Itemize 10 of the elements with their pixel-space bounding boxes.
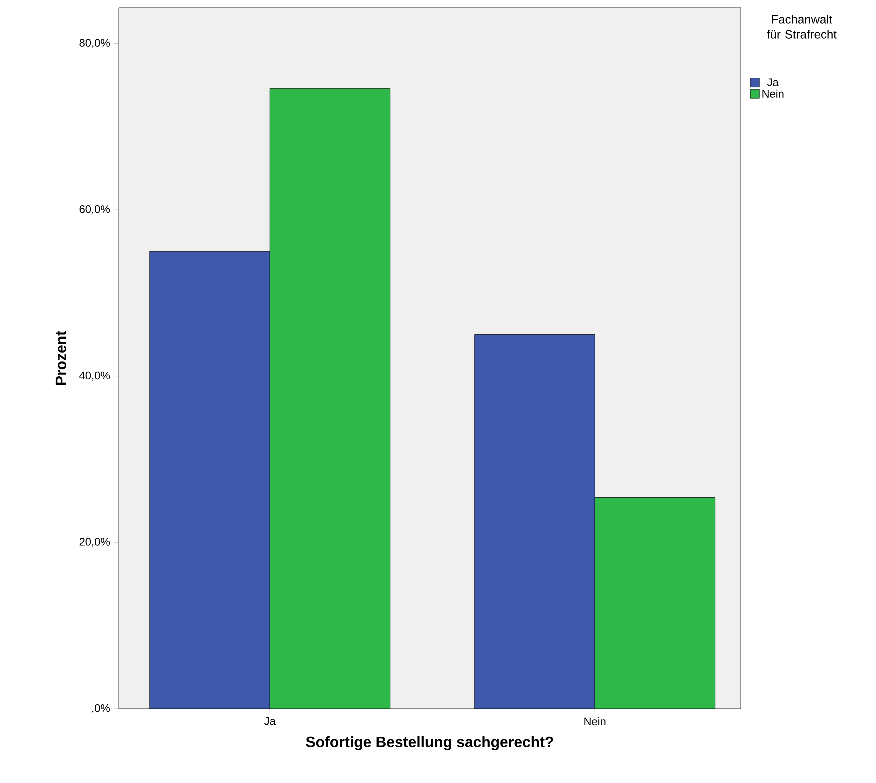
legend-label: Ja	[767, 78, 779, 86]
x-axis-title: Sofortige Bestellung sachgerecht?	[306, 736, 554, 751]
y-tick-label: 60,0%	[80, 206, 110, 215]
legend-label: Nein	[762, 90, 784, 98]
y-tick-label: 20,0%	[80, 538, 110, 548]
y-tick-label: ,0%	[92, 704, 110, 714]
y-axis-title: Prozent	[56, 331, 66, 385]
y-tick-label: 40,0%	[80, 372, 110, 381]
legend-title: Fachanwalt für Strafrecht	[767, 15, 837, 39]
y-tick-label: 80,0%	[80, 39, 110, 48]
